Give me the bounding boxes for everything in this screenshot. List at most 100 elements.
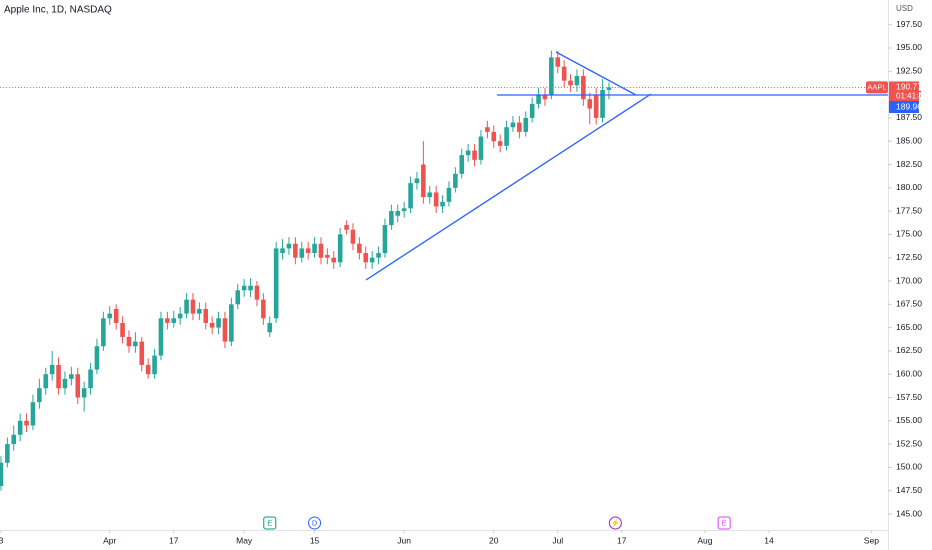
y-tick-label: 175.00 [896, 229, 922, 239]
candle-body [113, 308, 119, 323]
candle-body [542, 94, 548, 100]
candle-body [440, 201, 445, 207]
candle-body [465, 150, 471, 156]
y-tick-label: 147.50 [896, 485, 922, 495]
candle-body [261, 299, 266, 319]
chart-title: Apple Inc, 1D, NASDAQ [4, 5, 112, 16]
y-tick-label: 160.00 [896, 368, 922, 378]
candle-body [568, 80, 573, 86]
candle-body [139, 341, 145, 365]
candle-body [401, 208, 407, 212]
candle-body [203, 308, 209, 323]
y-tick-label: 182.50 [896, 159, 922, 169]
candle-body [414, 178, 420, 184]
y-tick-label: 172.50 [896, 252, 922, 262]
y-axis-label: USD [896, 4, 913, 13]
x-tick-label: 17 [169, 535, 179, 545]
candle-body [446, 187, 452, 202]
event-label: E [722, 518, 727, 527]
y-tick-label: 197.50 [896, 19, 922, 29]
x-tick-label: Jun [397, 535, 411, 545]
candle-body [536, 94, 541, 104]
candle-body [485, 127, 490, 132]
candle-body [497, 141, 503, 146]
event-marker [717, 516, 731, 530]
x-tick-label: 14 [764, 535, 774, 545]
y-tick-label: 165.00 [896, 322, 922, 332]
candle-body [17, 420, 23, 435]
candle-body [177, 313, 183, 319]
candle-body [241, 285, 247, 291]
candle-body [305, 248, 311, 254]
candle-body [587, 99, 593, 109]
event-marker [263, 516, 277, 530]
candle-body [510, 122, 516, 128]
horizontal-line-label: 189.96 [896, 101, 922, 111]
candle-body [49, 364, 55, 375]
trend-line [365, 93, 652, 281]
y-tick-label: 177.50 [896, 205, 922, 215]
candle-body [395, 211, 401, 216]
candle-body [491, 131, 497, 142]
candle-body [344, 225, 349, 230]
candle-body [94, 346, 100, 370]
event-marker [308, 516, 322, 530]
event-marker [608, 516, 622, 530]
candle-body [325, 254, 330, 258]
trend-lines [365, 51, 888, 281]
candle-body [600, 89, 605, 118]
candle-body [171, 318, 177, 323]
x-tick-label: Sep [864, 535, 879, 545]
x-tick-label: 17 [617, 535, 627, 545]
candle-body [350, 229, 356, 244]
candle-body [293, 243, 298, 258]
candle-body [152, 355, 157, 375]
candle-body [280, 248, 285, 254]
candle-body [56, 364, 61, 389]
candle-body [478, 136, 484, 160]
candle-body [248, 285, 253, 291]
y-tick-label: 157.50 [896, 392, 922, 402]
symbol-tag [866, 81, 888, 94]
candle-body [145, 364, 151, 375]
candle-body [453, 173, 458, 188]
event-label: E [267, 518, 272, 527]
y-tick-label: 195.00 [896, 42, 922, 52]
candle-body [312, 243, 317, 254]
candle-body [549, 57, 554, 95]
candle-body [101, 318, 106, 347]
candle-body [382, 225, 388, 254]
candle-body [165, 318, 170, 323]
candle-body [318, 243, 324, 258]
candle-body [427, 192, 433, 198]
candle-body [433, 192, 439, 207]
candle-body [561, 66, 567, 81]
candle-body [107, 313, 113, 319]
candle-body [75, 374, 81, 398]
candle-body [459, 155, 465, 174]
last-price-label: 190.77 [896, 82, 922, 92]
candle-body [337, 234, 343, 263]
y-tick-label: 180.00 [896, 182, 922, 192]
candle-body [606, 87, 612, 90]
candle-body [472, 150, 477, 160]
candle-body [197, 308, 202, 314]
y-tick-label: 152.50 [896, 438, 922, 448]
candle-body [184, 299, 189, 314]
candle-body [11, 434, 17, 445]
candle-body [88, 369, 93, 389]
candle-body [286, 243, 292, 249]
candle-body [229, 304, 234, 342]
y-tick-label: 170.00 [896, 275, 922, 285]
candle-body [523, 117, 529, 132]
candle-body [43, 374, 49, 389]
y-tick-label: 167.50 [896, 299, 922, 309]
candle-body [30, 402, 36, 426]
candle-body [235, 290, 241, 305]
candle-body [81, 388, 87, 398]
horizontal-line-tag [889, 101, 919, 113]
candle-body [267, 322, 273, 333]
y-tick-label: 185.00 [896, 135, 922, 145]
candle-body [504, 127, 509, 146]
